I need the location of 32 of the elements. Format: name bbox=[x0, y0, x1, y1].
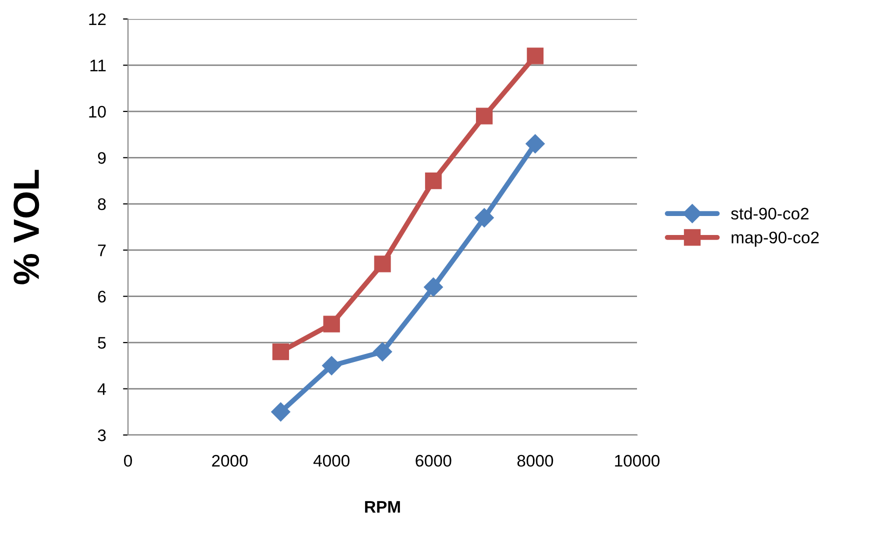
point bbox=[425, 172, 442, 190]
y-tick-label: 11 bbox=[90, 60, 106, 72]
legend-label: map-90-co2 bbox=[732, 232, 819, 247]
point bbox=[374, 256, 391, 272]
point bbox=[474, 208, 494, 228]
y-axis-title: % VOL bbox=[14, 170, 40, 284]
y-tick-label: 7 bbox=[98, 244, 106, 256]
y-tick-label: 9 bbox=[98, 152, 106, 164]
x-tick-label: 4000 bbox=[313, 454, 350, 467]
point bbox=[322, 356, 342, 376]
point bbox=[272, 343, 290, 360]
x-axis-title: RPM bbox=[365, 501, 400, 513]
point bbox=[323, 316, 340, 332]
point bbox=[271, 402, 290, 422]
y-tick-label: 4 bbox=[98, 383, 106, 395]
x-tick-label: 6000 bbox=[416, 454, 452, 467]
legend-label: std-90-co2 bbox=[731, 207, 809, 220]
x-tick-label: 2000 bbox=[212, 454, 248, 467]
y-tick-label: 10 bbox=[89, 106, 106, 118]
y-tick-label: 12 bbox=[89, 13, 106, 26]
x-tick-label: 0 bbox=[124, 454, 132, 467]
point bbox=[424, 278, 443, 297]
x-tick-label: 8000 bbox=[517, 454, 554, 467]
y-tick-label: 5 bbox=[98, 337, 106, 349]
point bbox=[476, 108, 493, 124]
y-tick-label: 3 bbox=[98, 429, 106, 442]
y-tick-label: 6 bbox=[98, 290, 106, 303]
point bbox=[372, 342, 392, 362]
point bbox=[526, 48, 544, 64]
point bbox=[526, 134, 545, 154]
y-tick-label: 8 bbox=[98, 198, 106, 210]
x-tick-label: 10000 bbox=[615, 454, 660, 467]
